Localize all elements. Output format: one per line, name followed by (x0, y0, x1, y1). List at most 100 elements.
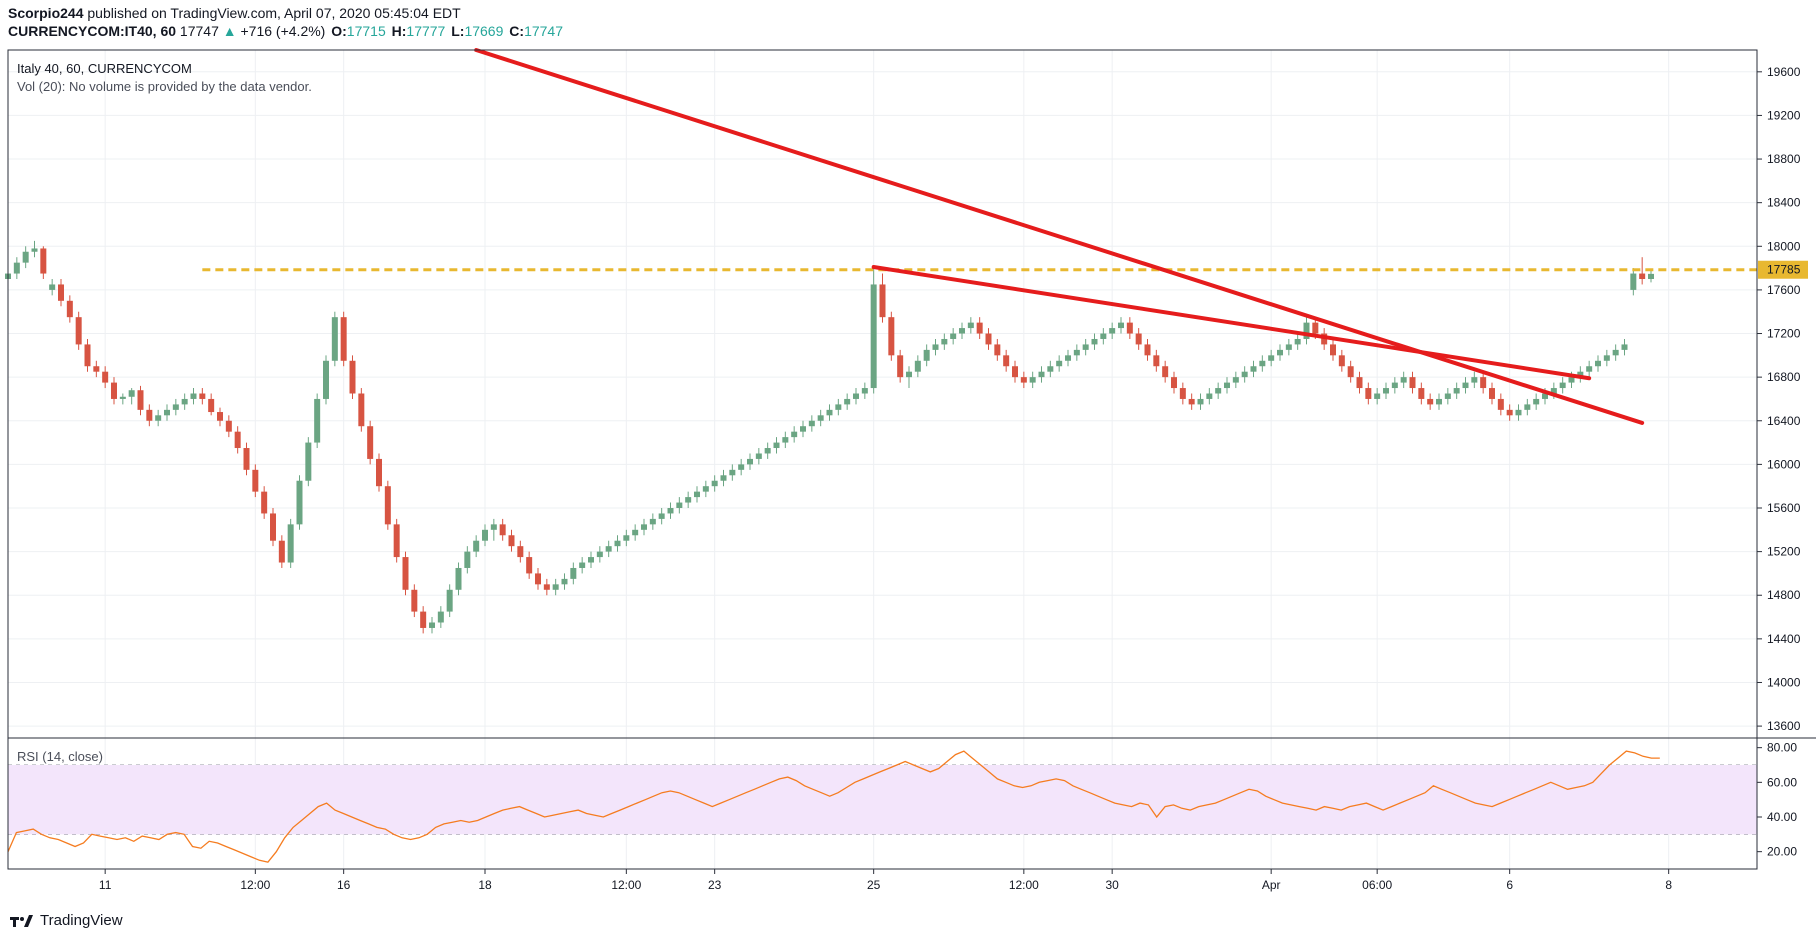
candle[interactable] (455, 562, 462, 596)
candle[interactable] (252, 464, 259, 498)
candle[interactable] (685, 491, 692, 508)
candle[interactable] (146, 404, 153, 427)
candle[interactable] (1400, 371, 1407, 389)
candle[interactable] (49, 279, 56, 296)
candle[interactable] (119, 393, 126, 405)
candles[interactable] (5, 240, 1654, 634)
candle[interactable] (641, 518, 647, 536)
candle[interactable] (800, 420, 806, 438)
candle[interactable] (217, 407, 223, 427)
candle[interactable] (1171, 371, 1177, 394)
candle[interactable] (1047, 360, 1054, 378)
candle[interactable] (234, 426, 241, 454)
candle[interactable] (314, 393, 321, 449)
candle[interactable] (1577, 366, 1584, 383)
candle[interactable] (40, 246, 47, 279)
candle[interactable] (879, 273, 886, 323)
candle[interactable] (535, 567, 541, 590)
candle[interactable] (429, 617, 435, 634)
candle[interactable] (870, 268, 877, 394)
candle[interactable] (1082, 338, 1089, 356)
candle[interactable] (1462, 377, 1469, 394)
candle[interactable] (31, 240, 38, 258)
candle[interactable] (1241, 366, 1248, 383)
candle[interactable] (764, 442, 771, 459)
candle[interactable] (1277, 344, 1283, 361)
candle[interactable] (1409, 371, 1416, 394)
candle[interactable] (1497, 393, 1504, 416)
candle[interactable] (906, 366, 912, 389)
candle[interactable] (1303, 317, 1310, 345)
candle[interactable] (287, 518, 294, 568)
candle[interactable] (393, 518, 400, 563)
candle[interactable] (384, 480, 391, 530)
candle[interactable] (1427, 393, 1434, 410)
candle[interactable] (155, 409, 162, 427)
candle[interactable] (402, 551, 409, 596)
candle[interactable] (1639, 257, 1646, 285)
candle[interactable] (1003, 349, 1010, 372)
candle[interactable] (694, 486, 700, 503)
time-axis[interactable]: 11 12:00 16 18 12:00 23 25 12:00 30 Apr 06:00 6 8 (99, 869, 1672, 892)
candle[interactable] (976, 317, 983, 339)
candle[interactable] (270, 508, 276, 547)
candle[interactable] (323, 355, 329, 405)
candle[interactable] (199, 388, 206, 405)
candle[interactable] (817, 409, 824, 427)
candle[interactable] (1250, 360, 1257, 378)
candle[interactable] (923, 344, 930, 367)
candle[interactable] (1621, 338, 1628, 356)
candle[interactable] (1648, 270, 1654, 283)
candle[interactable] (1038, 366, 1045, 383)
candle[interactable] (1453, 382, 1460, 399)
candle[interactable] (1612, 344, 1619, 361)
candle[interactable] (1374, 388, 1381, 405)
candle[interactable] (959, 322, 965, 339)
candle[interactable] (1365, 382, 1372, 405)
candle[interactable] (729, 464, 736, 481)
candle[interactable] (1268, 349, 1275, 367)
candle[interactable] (128, 388, 135, 405)
candle[interactable] (111, 377, 117, 405)
candle[interactable] (985, 328, 992, 350)
rsi-axis[interactable]: 20.00 40.00 60.00 80.00 (1757, 741, 1797, 859)
candle[interactable] (1436, 393, 1442, 410)
candle[interactable] (13, 257, 20, 279)
candle[interactable] (605, 540, 612, 558)
candle[interactable] (897, 349, 904, 383)
candle[interactable] (1383, 382, 1389, 399)
candle[interactable] (853, 388, 859, 405)
candle[interactable] (1126, 317, 1133, 339)
candle[interactable] (791, 426, 798, 443)
candle[interactable] (261, 486, 268, 519)
candle[interactable] (1118, 317, 1124, 334)
candle[interactable] (349, 355, 356, 399)
candle[interactable] (844, 393, 851, 410)
candle[interactable] (75, 311, 82, 350)
candle[interactable] (835, 398, 842, 416)
candle[interactable] (1109, 322, 1116, 339)
candle[interactable] (102, 366, 109, 389)
candle[interactable] (1524, 398, 1531, 416)
candle[interactable] (1347, 360, 1354, 383)
candle[interactable] (1179, 382, 1186, 405)
candle[interactable] (588, 551, 594, 568)
candle[interactable] (305, 437, 312, 487)
candle[interactable] (808, 415, 815, 432)
candle[interactable] (1020, 371, 1027, 389)
candle[interactable] (888, 311, 895, 361)
trendline-minor-downtrend[interactable] (871, 265, 1592, 381)
candle[interactable] (782, 431, 789, 449)
candle[interactable] (720, 469, 727, 487)
candle[interactable] (208, 393, 215, 416)
trendline-major-downtrend[interactable] (474, 48, 1645, 425)
candle[interactable] (526, 551, 533, 579)
candle[interactable] (1515, 404, 1522, 421)
candle[interactable] (1480, 371, 1487, 394)
candle[interactable] (367, 420, 374, 465)
candle[interactable] (437, 606, 444, 628)
candle[interactable] (994, 338, 1001, 361)
candle[interactable] (1444, 388, 1451, 405)
candle[interactable] (358, 388, 365, 432)
candle[interactable] (1100, 328, 1107, 345)
